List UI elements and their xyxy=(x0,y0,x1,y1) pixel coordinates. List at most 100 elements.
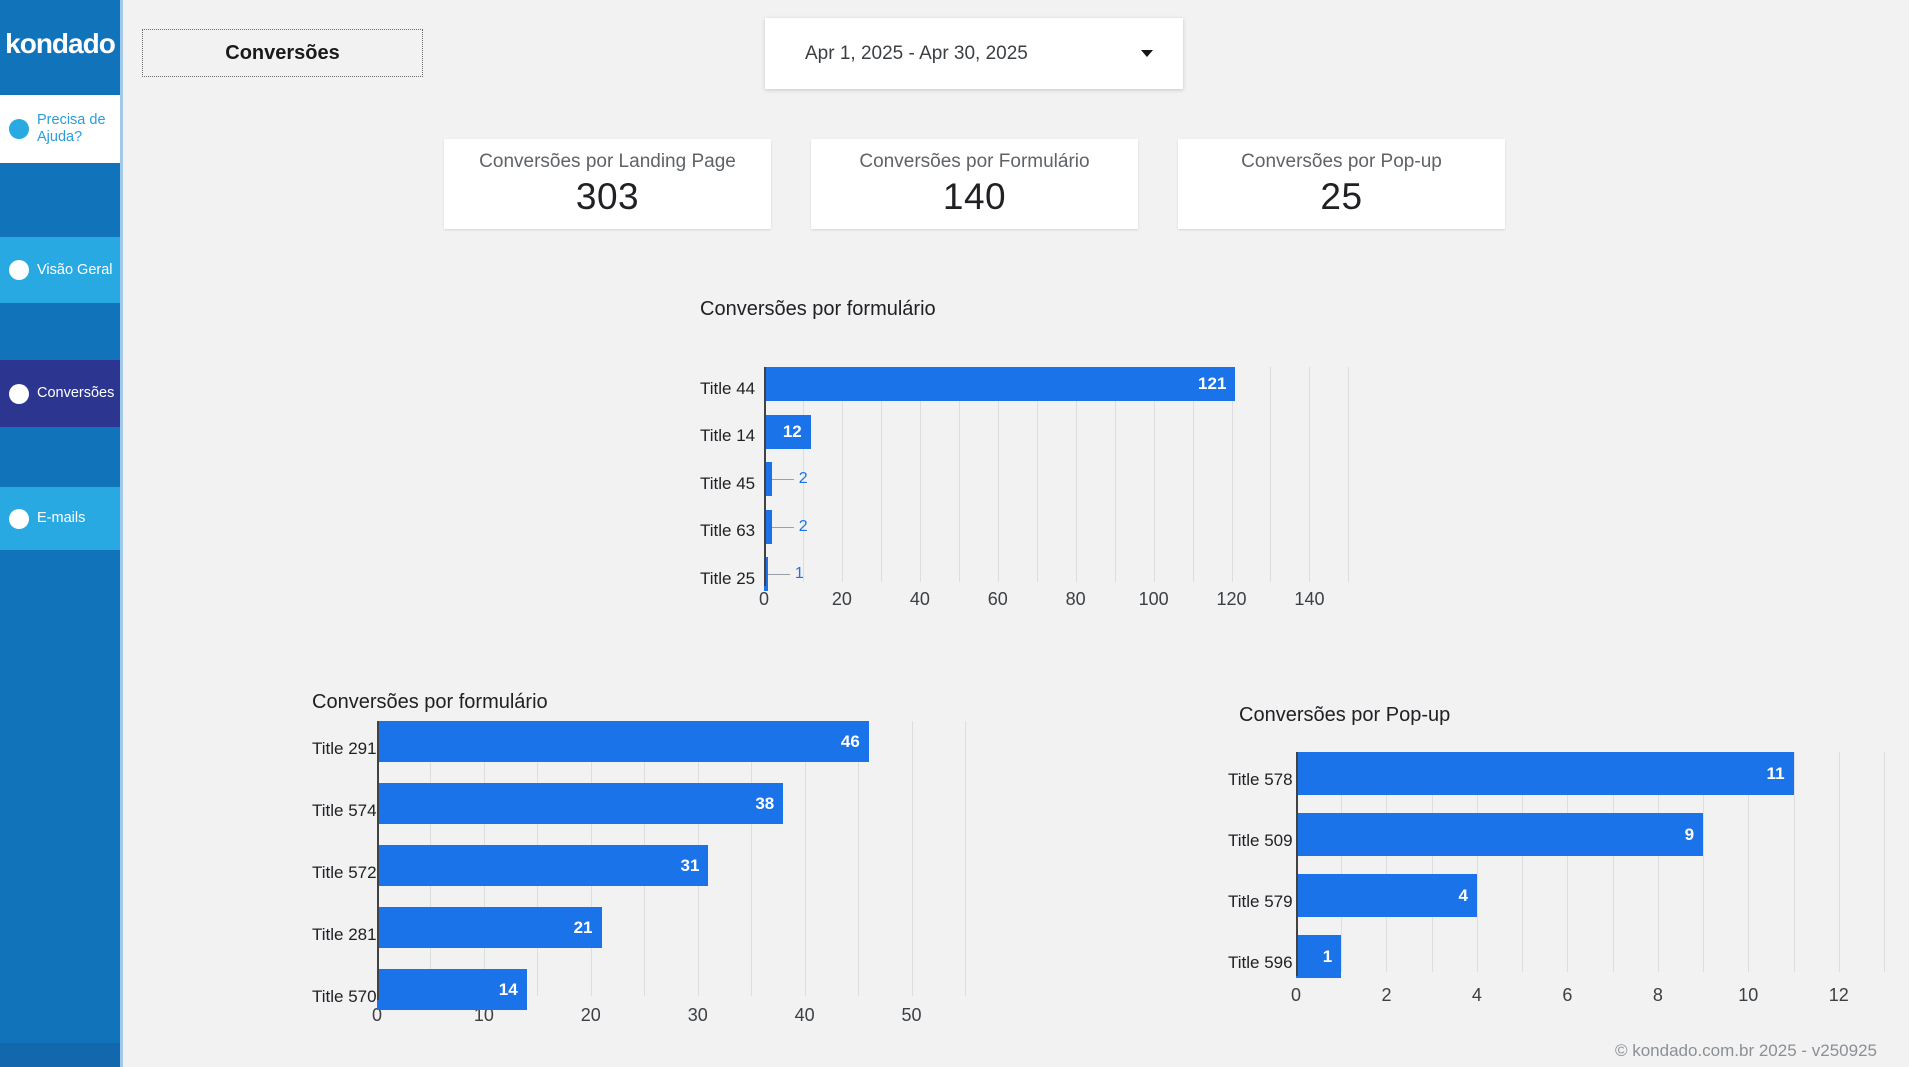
x-tick-label: 0 xyxy=(758,589,770,609)
chart-x-axis: 0 20 40 60 80 100 120 140 xyxy=(759,589,1364,611)
chart-row: Title 63 2 xyxy=(700,509,1364,553)
sidebar-item-precisa-de-ajuda[interactable]: Precisa de Ajuda? xyxy=(0,95,120,163)
bar-value-label: 2 xyxy=(798,470,808,487)
value-leader-line xyxy=(771,526,794,528)
chart-plot-area: Title 578 11 Title 509 9 Title 579 4 Title 596… xyxy=(1228,752,1885,978)
page-title-button[interactable]: Conversões xyxy=(142,29,423,77)
gridline xyxy=(1348,367,1350,582)
sidebar-item-label: Visão Geral xyxy=(37,261,113,278)
gridline xyxy=(858,721,860,996)
bar[interactable]: 12 xyxy=(764,414,811,449)
sidebar-item-label: Precisa de Ajuda? xyxy=(37,112,106,145)
gridline xyxy=(1270,367,1272,582)
bar[interactable]: 46 xyxy=(377,721,869,762)
x-tick-label: 12 xyxy=(1828,985,1849,1005)
sidebar-item-visao-geral[interactable]: Visão Geral xyxy=(0,237,120,303)
bar[interactable]: 4 xyxy=(1296,874,1477,917)
x-tick-label: 20 xyxy=(580,1005,601,1025)
bar[interactable]: 9 xyxy=(1296,813,1704,856)
gridline xyxy=(804,721,806,996)
category-label: Title 291 xyxy=(312,738,377,758)
x-tick-label: 120 xyxy=(1216,589,1247,609)
gridline xyxy=(1386,752,1388,972)
chart-row: Title 578 11 xyxy=(1228,752,1884,807)
gridline xyxy=(1476,752,1478,972)
bar-value-label: 14 xyxy=(498,979,518,999)
sidebar-item-conversoes[interactable]: Conversões xyxy=(0,360,120,427)
value-leader-line xyxy=(771,479,794,480)
bar-value-label: 1 xyxy=(794,565,804,582)
gridline xyxy=(1567,752,1569,972)
x-tick-label: 0 xyxy=(1290,985,1302,1005)
x-tick-label: 30 xyxy=(687,1005,708,1025)
sidebar-bottom-strip xyxy=(0,1043,120,1067)
chart-row: Title 281 21 xyxy=(312,907,965,962)
chart-conversoes-por-formulario-top: Conversões por formulário Title 44 121 Tit… xyxy=(700,297,1364,611)
gridline xyxy=(965,721,966,996)
kpi-title: Conversões por Landing Page xyxy=(479,150,736,172)
date-range-selector[interactable]: Apr 1, 2025 - Apr 30, 2025 xyxy=(765,18,1183,89)
category-label: Title 572 xyxy=(312,862,377,882)
chart-row: Title 579 4 xyxy=(1228,874,1884,929)
bar[interactable]: 21 xyxy=(377,907,602,948)
gridline xyxy=(1522,752,1524,972)
sidebar-item-emails[interactable]: E-mails xyxy=(0,487,120,550)
bar[interactable]: 2 xyxy=(764,509,808,544)
category-label: Title 14 xyxy=(700,426,756,445)
chart-row: Title 14 12 xyxy=(700,414,1364,458)
gridline xyxy=(1114,367,1116,582)
category-label: Title 45 xyxy=(700,473,756,493)
bar[interactable]: 121 xyxy=(764,367,1236,401)
bar[interactable]: 31 xyxy=(377,845,709,886)
y-axis-line xyxy=(764,367,766,586)
chevron-down-icon xyxy=(1141,50,1153,57)
x-tick-label: 40 xyxy=(909,589,930,609)
x-tick-label: 4 xyxy=(1471,985,1482,1005)
chart-row: Title 572 31 xyxy=(312,845,965,900)
kpi-card-formulario: Conversões por Formulário 140 xyxy=(811,139,1138,229)
bar[interactable]: 38 xyxy=(377,783,784,824)
category-label: Title 579 xyxy=(1228,891,1293,911)
x-tick-label: 6 xyxy=(1562,985,1573,1005)
chart-row: Title 596 1 xyxy=(1228,935,1884,990)
sidebar: kondado Precisa de Ajuda? Visão Geral Co… xyxy=(0,0,123,1067)
bar-value-label: 21 xyxy=(573,917,593,937)
x-tick-label: 10 xyxy=(473,1005,494,1025)
chart-conversoes-por-popup: Conversões por Pop-up Title 578 11 Title 5… xyxy=(1228,703,1885,1007)
category-label: Title 570 xyxy=(312,986,377,1006)
kpi-value: 140 xyxy=(942,175,1007,217)
gridline xyxy=(802,367,804,582)
bar[interactable]: 1 xyxy=(1296,935,1342,978)
kpi-value: 25 xyxy=(1320,175,1363,217)
gridline xyxy=(1309,367,1311,582)
gridline xyxy=(751,721,753,996)
chart-row: Title 509 9 xyxy=(1228,813,1884,868)
y-axis-line xyxy=(377,721,379,1000)
gridline xyxy=(880,367,882,582)
category-label: Title 63 xyxy=(700,521,756,540)
x-tick-label: 0 xyxy=(371,1005,383,1025)
bar[interactable]: 14 xyxy=(377,969,527,1010)
gridline xyxy=(1341,752,1343,972)
chart-title: Conversões por Pop-up xyxy=(1239,704,1451,726)
chart-x-axis: 0 2 4 6 8 10 12 xyxy=(1291,985,1884,1007)
y-axis-line xyxy=(1296,752,1298,976)
bar-value-label: 46 xyxy=(840,731,860,751)
gridline xyxy=(911,721,913,996)
category-label: Title 25 xyxy=(700,568,756,588)
x-tick-label: 60 xyxy=(987,589,1008,609)
gridline xyxy=(958,367,960,582)
x-tick-label: 40 xyxy=(794,1005,815,1025)
gridline xyxy=(1748,752,1750,972)
visao-geral-bullet-icon xyxy=(9,260,29,280)
gridline xyxy=(919,367,921,582)
bar[interactable]: 11 xyxy=(1296,752,1794,795)
x-tick-label: 140 xyxy=(1294,589,1325,609)
bar[interactable]: 2 xyxy=(764,462,808,496)
gridline xyxy=(1838,752,1840,972)
kpi-title: Conversões por Pop-up xyxy=(1241,150,1442,172)
gridline xyxy=(997,367,999,582)
bar-value-label: 4 xyxy=(1458,885,1468,905)
bar-value-label: 31 xyxy=(680,855,700,875)
x-tick-label: 80 xyxy=(1065,589,1086,609)
